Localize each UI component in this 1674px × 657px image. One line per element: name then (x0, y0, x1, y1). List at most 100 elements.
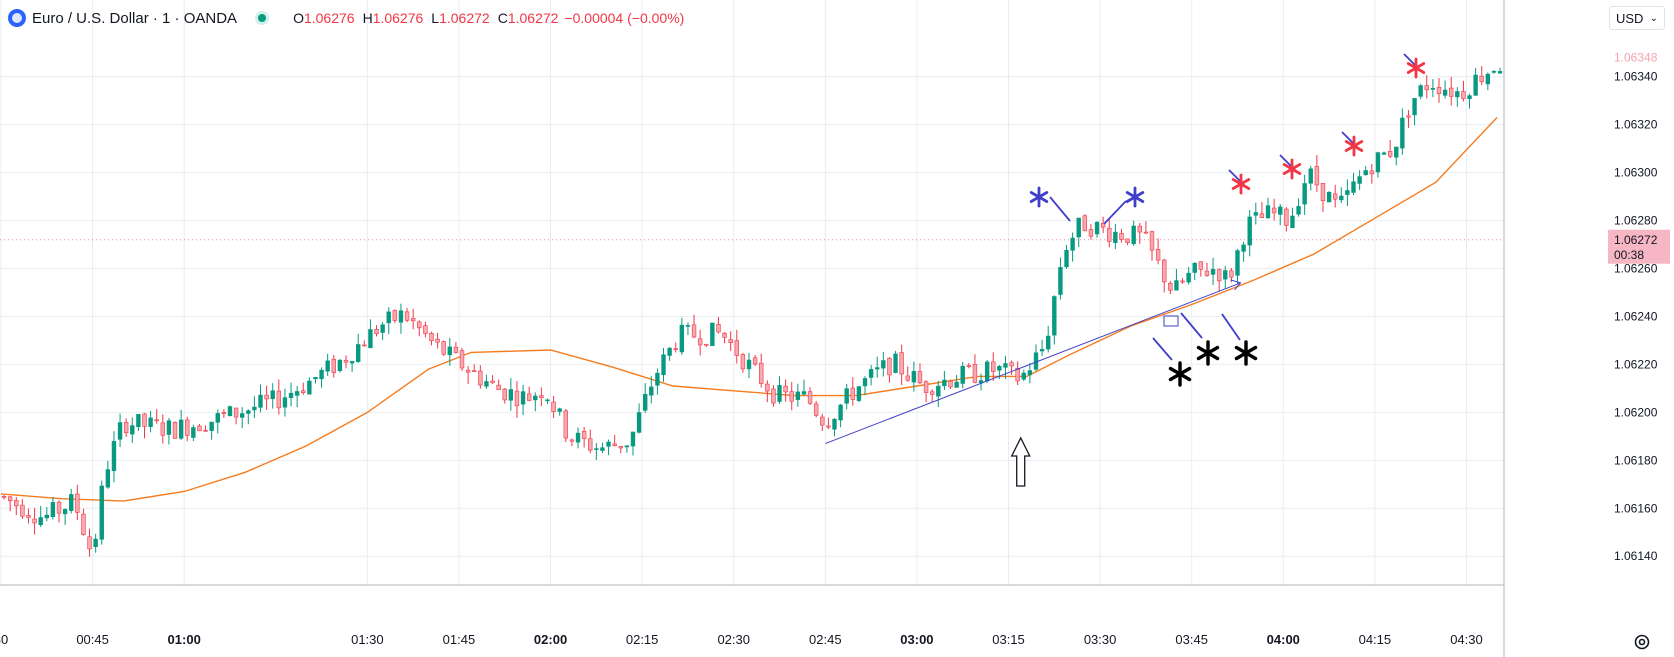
candle (1265, 197, 1271, 219)
candle-body (1497, 71, 1503, 74)
candle-body (1418, 85, 1423, 97)
candle-body (1278, 206, 1283, 215)
candle-body (410, 318, 416, 322)
currency-selector[interactable]: USD ⌄ (1609, 6, 1665, 30)
candle (136, 414, 141, 432)
candle (465, 366, 471, 384)
candle-body (99, 485, 104, 540)
candle (1149, 230, 1155, 261)
gear-icon[interactable] (1632, 632, 1652, 652)
candle (649, 376, 654, 404)
candle-body (1107, 227, 1112, 242)
candle (362, 340, 367, 347)
candle-body (728, 339, 733, 343)
drawing-annotations[interactable] (825, 53, 1426, 487)
candle-body (899, 352, 904, 375)
candle-body (26, 515, 31, 518)
candle-body (917, 371, 923, 384)
candle (887, 357, 892, 383)
candle (1436, 78, 1442, 103)
candle-body (1088, 229, 1094, 237)
candle (862, 376, 868, 396)
candle-body (325, 360, 330, 372)
candle (14, 496, 19, 516)
candle-body (563, 410, 569, 439)
candle (1473, 67, 1478, 97)
candle-body (148, 417, 153, 427)
candle (1204, 262, 1210, 277)
candle (832, 418, 837, 437)
candle (276, 379, 282, 415)
last-price-label: 1.06272 (1614, 233, 1658, 247)
candlestick-series[interactable] (1, 66, 1503, 557)
candle (447, 337, 452, 366)
candle (1394, 146, 1399, 166)
candle-body (887, 357, 892, 376)
candle-body (1357, 176, 1362, 184)
candle (575, 427, 581, 449)
candle-body (1308, 168, 1313, 184)
candle-body (850, 387, 855, 400)
candle (942, 370, 947, 391)
candle (423, 321, 428, 338)
candle (545, 398, 550, 404)
candle-body (258, 394, 263, 408)
candle (1461, 80, 1466, 102)
candle (172, 421, 178, 439)
candle (569, 438, 575, 447)
candle-body (856, 386, 862, 401)
candle (612, 434, 617, 447)
candle (386, 307, 391, 335)
candle-body (1339, 195, 1344, 201)
candle (1332, 184, 1338, 208)
candle (496, 379, 501, 390)
candle (716, 316, 721, 334)
candle-body (807, 391, 813, 404)
candle-body (1125, 238, 1130, 243)
candle-body (783, 385, 788, 393)
candle-body (1180, 280, 1185, 283)
candle-body (343, 359, 349, 363)
candle (929, 389, 935, 402)
candle (154, 409, 159, 424)
candle-body (746, 359, 752, 370)
candle-body (557, 408, 562, 412)
candle-body (661, 354, 666, 376)
candle-body (1009, 362, 1014, 367)
candle-body (166, 420, 172, 435)
candle (1491, 70, 1497, 74)
candle-body (130, 425, 135, 435)
candle (1271, 198, 1277, 221)
candle (1003, 355, 1008, 379)
candle-body (362, 344, 367, 347)
candle-body (954, 381, 959, 388)
candle (227, 405, 233, 417)
candle (655, 368, 660, 395)
candle (1259, 201, 1265, 218)
candle (1467, 93, 1472, 109)
candle (26, 508, 31, 524)
candle (691, 314, 697, 339)
candle-body (1143, 231, 1149, 234)
candle-body (337, 359, 343, 371)
candle (264, 385, 269, 410)
asterisk-stroke (1196, 345, 1220, 361)
symbol-title[interactable]: Euro / U.S. Dollar · 1 · OANDA (32, 9, 238, 27)
candle (1296, 198, 1301, 217)
candle-body (496, 384, 501, 390)
candle-body (936, 385, 941, 397)
candle-body (716, 324, 721, 333)
candle (856, 385, 862, 403)
market-status-icon[interactable] (255, 11, 270, 25)
candle (166, 417, 172, 445)
candle (734, 329, 739, 364)
candle (594, 443, 599, 460)
ohlc-open-key: O (293, 10, 304, 26)
candle (478, 365, 483, 389)
candle (1381, 151, 1387, 156)
candle-body (581, 430, 587, 439)
candle (69, 488, 74, 514)
price-tick-label: 1.06280 (1614, 214, 1658, 228)
candle (20, 499, 25, 520)
